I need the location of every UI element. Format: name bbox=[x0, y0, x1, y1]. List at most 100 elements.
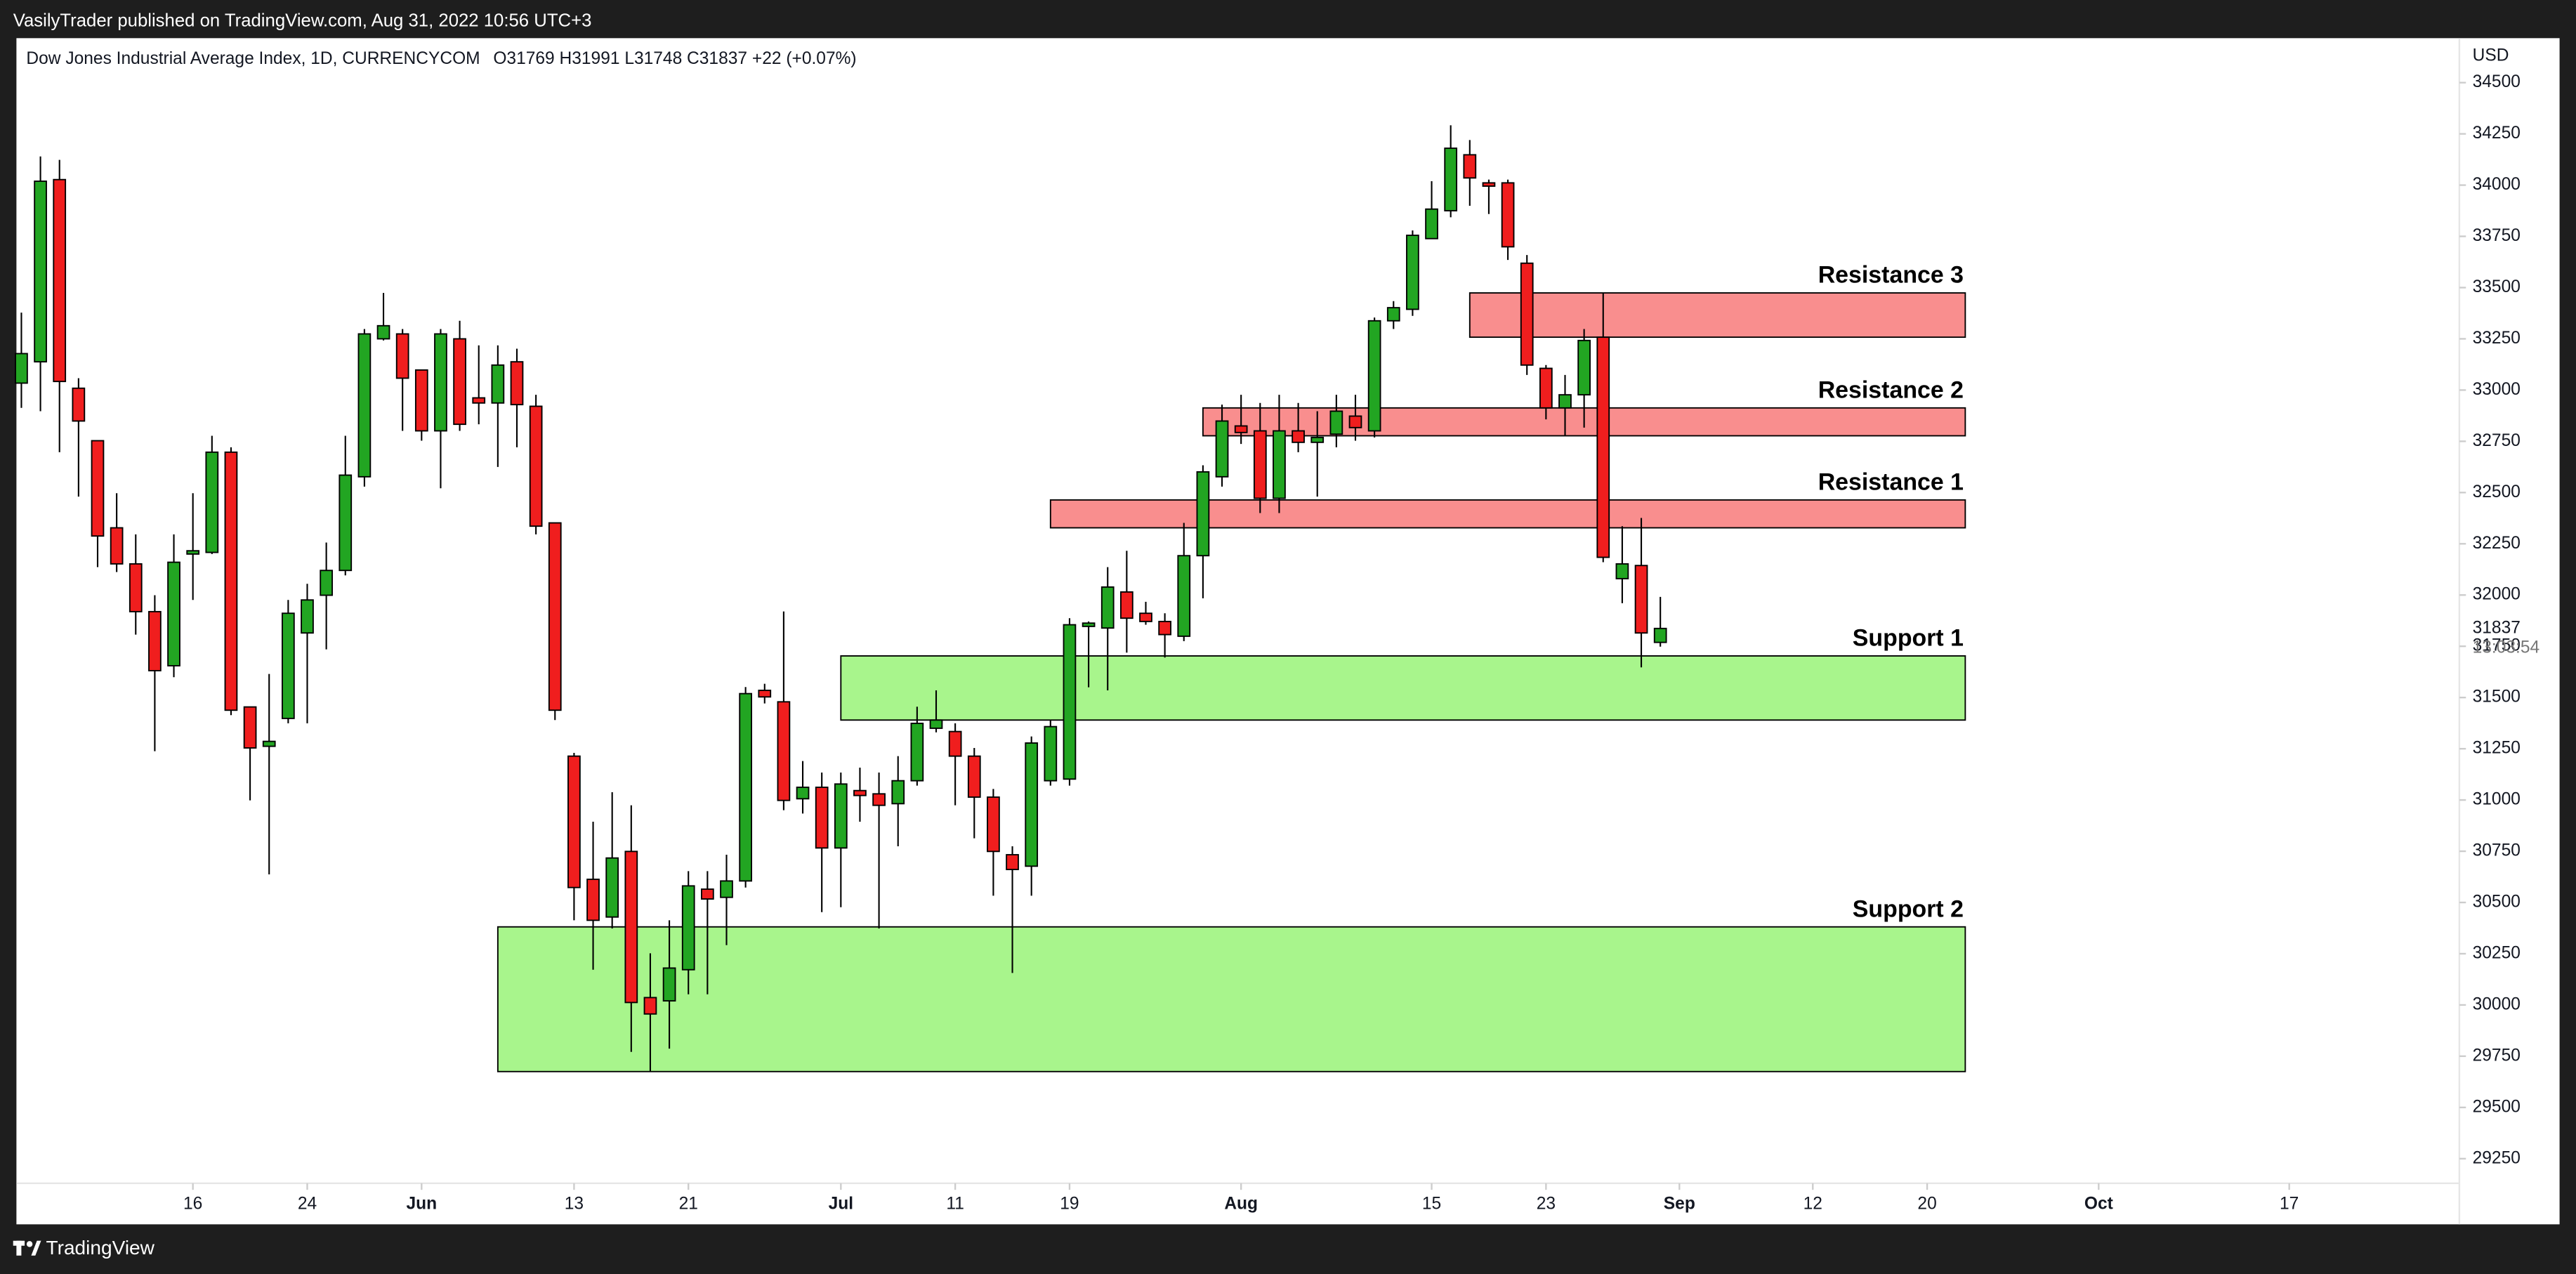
candle-body bbox=[1215, 420, 1229, 478]
y-tick-label: 31750 bbox=[2473, 636, 2521, 655]
candle-body bbox=[434, 333, 447, 432]
y-tick-label: 33500 bbox=[2473, 277, 2521, 296]
candle-body bbox=[491, 364, 505, 404]
candle-body bbox=[987, 796, 1000, 853]
x-tick-label: 20 bbox=[1917, 1195, 1936, 1214]
candle-body bbox=[301, 599, 314, 634]
candle-body bbox=[1158, 620, 1171, 636]
candle-body bbox=[148, 610, 162, 671]
candle-body bbox=[1386, 307, 1400, 322]
x-tick-label: 11 bbox=[946, 1195, 964, 1214]
zone-label: Support 2 bbox=[1853, 895, 1964, 922]
y-tick-label: 29250 bbox=[2473, 1148, 2521, 1167]
zone-label: Resistance 2 bbox=[1818, 376, 1964, 403]
candle-body bbox=[1444, 147, 1458, 211]
ohlc-legend: O31769 H31991 L31748 C31837 +22 (+0.07%) bbox=[493, 49, 856, 68]
candle-body bbox=[1177, 555, 1191, 637]
candle-body bbox=[1482, 182, 1496, 187]
candle-body bbox=[643, 997, 657, 1015]
candle-body bbox=[1348, 415, 1362, 428]
candle-body bbox=[472, 397, 486, 404]
candle-body bbox=[872, 793, 886, 806]
candle-body bbox=[1329, 410, 1343, 435]
candle-body bbox=[1539, 367, 1553, 409]
candle-body bbox=[1253, 430, 1267, 499]
candle-body bbox=[167, 561, 180, 666]
candle-body bbox=[110, 527, 124, 565]
candle-body bbox=[1196, 471, 1210, 557]
y-tick-label: 31500 bbox=[2473, 688, 2521, 707]
y-tick-label: 31000 bbox=[2473, 790, 2521, 809]
candle-body bbox=[1006, 854, 1019, 870]
x-tick-label: 21 bbox=[679, 1195, 698, 1214]
candle-body bbox=[262, 740, 276, 747]
candle-body bbox=[853, 789, 867, 796]
y-tick-label: 32250 bbox=[2473, 534, 2521, 553]
y-tick-label: 33750 bbox=[2473, 226, 2521, 245]
candle-body bbox=[1044, 725, 1058, 782]
candle-body bbox=[91, 440, 105, 537]
y-tick-label: 29750 bbox=[2473, 1046, 2521, 1065]
candle-body bbox=[186, 550, 200, 555]
x-tick-label: 24 bbox=[298, 1195, 317, 1214]
candle-body bbox=[834, 783, 848, 849]
publish-header: VasilyTrader published on TradingView.co… bbox=[13, 11, 592, 31]
currency-label: USD bbox=[2473, 46, 2509, 65]
candle-body bbox=[15, 353, 28, 384]
candle-body bbox=[339, 474, 353, 572]
y-tick-label: 30000 bbox=[2473, 994, 2521, 1013]
candle-body bbox=[586, 879, 600, 921]
candle-body bbox=[453, 338, 466, 426]
candle-body bbox=[72, 387, 86, 422]
y-tick-label: 32000 bbox=[2473, 585, 2521, 604]
candle-body bbox=[1577, 339, 1591, 396]
x-tick-label: 17 bbox=[2280, 1195, 2299, 1214]
candle-body bbox=[910, 722, 924, 782]
x-tick-label: 16 bbox=[183, 1195, 202, 1214]
candle-body bbox=[967, 755, 981, 798]
symbol-title: Dow Jones Industrial Average Index, 1D, … bbox=[26, 49, 480, 68]
candle-body bbox=[1501, 182, 1515, 248]
candle-body bbox=[662, 967, 676, 1002]
x-tick-label: Sep bbox=[1664, 1195, 1695, 1214]
candle-body bbox=[1234, 425, 1248, 433]
candle-body bbox=[758, 690, 772, 698]
candle-body bbox=[796, 787, 810, 800]
candle-body bbox=[376, 324, 390, 340]
candle-body bbox=[1615, 563, 1629, 579]
candle-body bbox=[129, 563, 143, 612]
candle-body bbox=[1120, 591, 1133, 619]
candle-body bbox=[1025, 742, 1039, 867]
x-tick-label: 13 bbox=[565, 1195, 584, 1214]
y-tick-label: 30250 bbox=[2473, 943, 2521, 962]
candle-body bbox=[701, 888, 714, 900]
candle-body bbox=[1653, 627, 1667, 643]
candle-body bbox=[567, 755, 581, 888]
tv-logo bbox=[13, 1240, 41, 1256]
candle-body bbox=[1463, 154, 1477, 179]
x-tick-label: 23 bbox=[1537, 1195, 1556, 1214]
y-tick-label: 29500 bbox=[2473, 1097, 2521, 1116]
zone bbox=[1049, 499, 1966, 529]
candle-body bbox=[929, 719, 943, 729]
candle-body bbox=[34, 180, 47, 363]
countdown-label: 13:03:54 bbox=[2473, 638, 2540, 657]
x-tick-label: Jul bbox=[829, 1195, 853, 1214]
candle-body bbox=[1082, 622, 1096, 627]
y-tick-label: 33000 bbox=[2473, 380, 2521, 399]
candle-body bbox=[777, 701, 791, 801]
candle-body bbox=[891, 780, 905, 805]
x-tick-label: Aug bbox=[1224, 1195, 1258, 1214]
candle-body bbox=[815, 787, 829, 849]
zone-label: Resistance 3 bbox=[1818, 262, 1964, 289]
last-price-label: 31837 bbox=[2473, 618, 2521, 637]
y-tick-label: 30500 bbox=[2473, 892, 2521, 911]
y-tick-label: 30750 bbox=[2473, 841, 2521, 860]
candle-body bbox=[720, 880, 733, 898]
candle-body bbox=[395, 333, 409, 379]
y-tick-label: 33250 bbox=[2473, 329, 2521, 348]
candle-body bbox=[1273, 430, 1286, 499]
candle-body bbox=[320, 570, 333, 596]
zone bbox=[840, 655, 1966, 721]
candle-body bbox=[1520, 262, 1534, 366]
